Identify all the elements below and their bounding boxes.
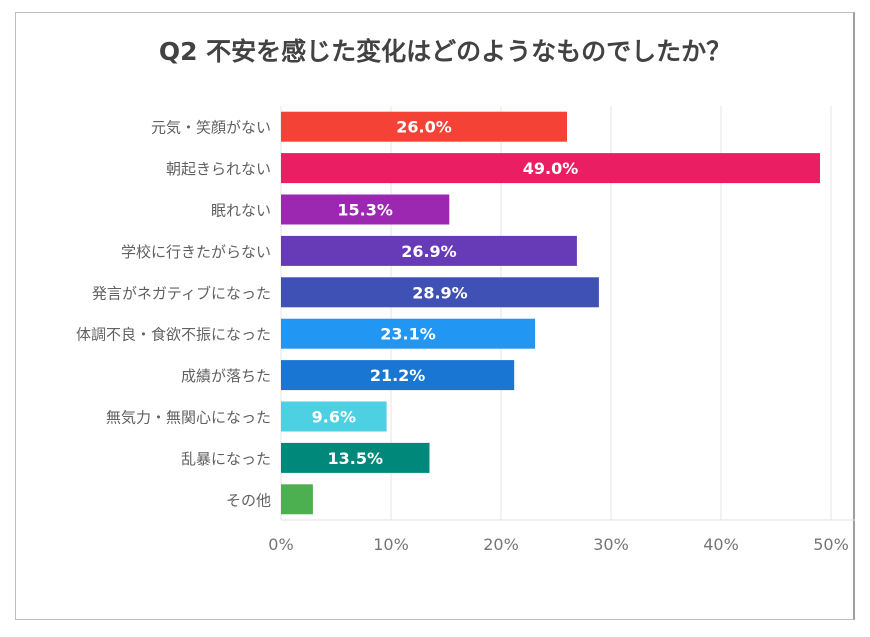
bar [281, 153, 820, 184]
data-label: 23.1% [380, 325, 436, 344]
bar [281, 484, 313, 515]
category-label: 眠れない [211, 202, 271, 220]
x-tick-label: 40% [703, 535, 739, 554]
data-label: 13.5% [327, 449, 383, 468]
data-label: 26.9% [401, 242, 457, 261]
data-label: 28.9% [412, 283, 468, 302]
bar [281, 277, 599, 308]
bar [281, 442, 430, 473]
chart-frame [15, 12, 855, 620]
bar [281, 194, 450, 225]
x-tick-label: 0% [268, 535, 293, 554]
data-label: 15.3% [337, 201, 393, 220]
bar [281, 360, 515, 391]
x-tick-label: 30% [593, 535, 629, 554]
category-label: 乱暴になった [181, 450, 271, 468]
data-label: 21.2% [370, 366, 426, 385]
data-label: 26.0% [396, 118, 452, 137]
data-label: 9.6% [312, 408, 356, 427]
category-label: 体調不良・食欲不振になった [76, 326, 271, 344]
bar [281, 111, 567, 142]
category-label: 無気力・無関心になった [106, 409, 271, 427]
bar [281, 318, 536, 349]
bar [281, 235, 577, 266]
category-label: 学校に行きたがらない [121, 243, 271, 261]
category-label: 発言がネガティブになった [92, 284, 271, 302]
x-tick-label: 50% [813, 535, 849, 554]
chart-title: Q2 不安を感じた変化はどのようなものでしたか？ [158, 37, 732, 66]
category-label: 成績が落ちた [181, 367, 271, 385]
category-label: その他 [226, 491, 271, 509]
category-label: 元気・笑顔がない [151, 119, 271, 137]
category-label: 朝起きられない [166, 160, 271, 178]
data-label: 49.0% [523, 159, 579, 178]
x-tick-label: 20% [483, 535, 519, 554]
bar [281, 401, 387, 432]
x-tick-label: 10% [373, 535, 409, 554]
